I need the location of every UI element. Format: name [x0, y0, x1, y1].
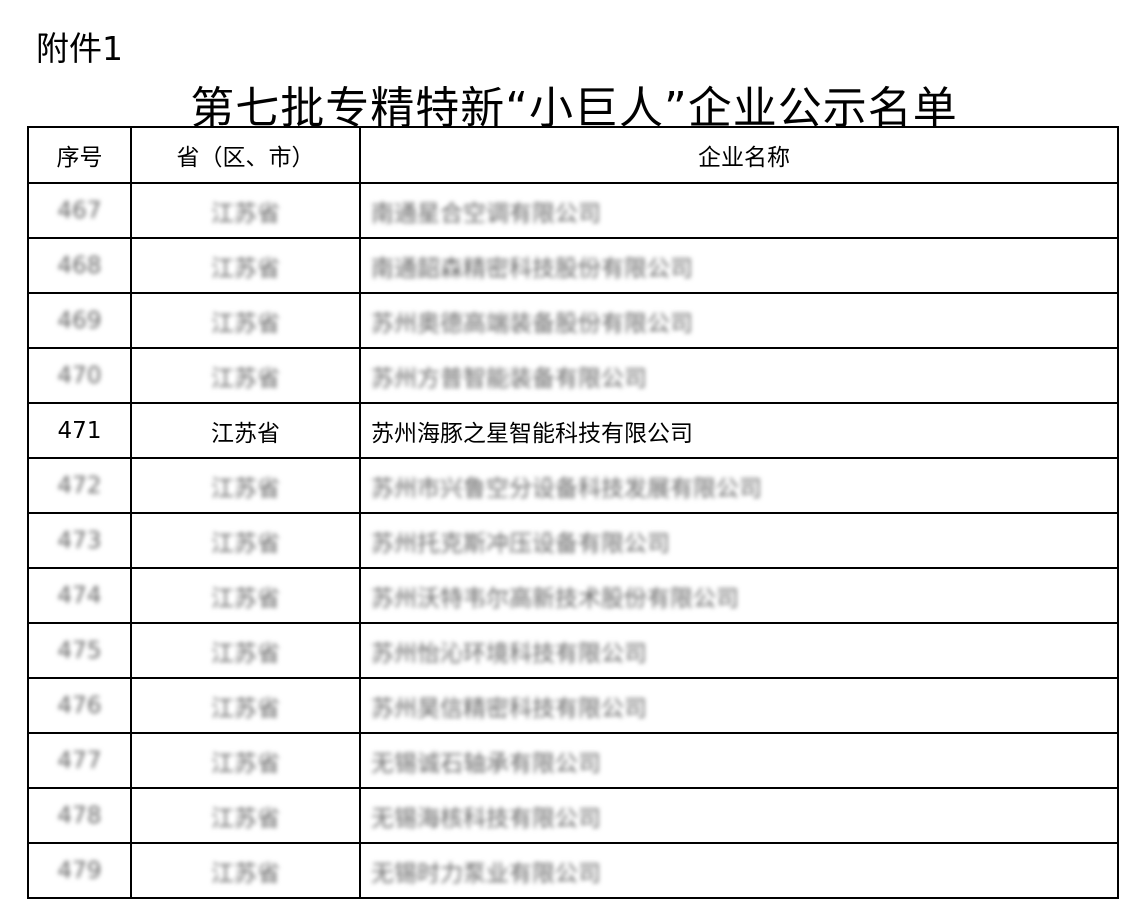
row-company: 苏州奥德高端装备股份有限公司 [359, 292, 1119, 349]
row-number-text: 475 [57, 637, 102, 664]
row-province-text: 江苏省 [211, 585, 280, 612]
row-province: 江苏省 [130, 567, 361, 624]
row-province: 江苏省 [130, 292, 361, 349]
row-province: 江苏省 [130, 677, 361, 734]
table-row: 478 江苏省 无锡海核科技有限公司 [27, 787, 1119, 844]
row-company-text: 苏州海豚之星智能科技有限公司 [371, 420, 693, 447]
row-number-text: 472 [57, 472, 102, 499]
table-row: 476 江苏省 苏州昊信精密科技有限公司 [27, 677, 1119, 734]
row-company-text: 苏州市兴鲁空分设备科技发展有限公司 [371, 475, 762, 502]
row-company: 苏州沃特韦尔高新技术股份有限公司 [359, 567, 1119, 624]
row-number-text: 479 [57, 857, 102, 884]
row-company-text: 苏州怡沁环境科技有限公司 [371, 640, 647, 667]
row-province-text: 江苏省 [211, 695, 280, 722]
row-number-text: 476 [57, 692, 102, 719]
row-number: 476 [27, 677, 132, 734]
row-province-text: 江苏省 [211, 530, 280, 557]
row-province: 江苏省 [130, 402, 361, 459]
row-number-text: 469 [57, 307, 102, 334]
table-row: 471 江苏省 苏州海豚之星智能科技有限公司 [27, 402, 1119, 459]
table-row: 477 江苏省 无锡诚石轴承有限公司 [27, 732, 1119, 789]
row-number-text: 474 [57, 582, 102, 609]
row-province: 江苏省 [130, 457, 361, 514]
row-company: 南通星合空调有限公司 [359, 182, 1119, 239]
row-province-text: 江苏省 [211, 420, 280, 447]
row-number: 470 [27, 347, 132, 404]
row-company-text: 无锡诚石轴承有限公司 [371, 750, 601, 777]
row-province-text: 江苏省 [211, 805, 280, 832]
row-company-text: 苏州奥德高端装备股份有限公司 [371, 310, 693, 337]
row-province: 江苏省 [130, 842, 361, 899]
row-number: 478 [27, 787, 132, 844]
table-row: 469 江苏省 苏州奥德高端装备股份有限公司 [27, 292, 1119, 349]
row-company: 苏州海豚之星智能科技有限公司 [359, 402, 1119, 459]
table-header-row: 序号 省（区、市） 企业名称 [27, 126, 1119, 184]
header-province: 省（区、市） [130, 126, 361, 184]
row-company-text: 苏州方普智能装备有限公司 [371, 365, 647, 392]
row-province-text: 江苏省 [211, 200, 280, 227]
row-number: 468 [27, 237, 132, 294]
row-number: 474 [27, 567, 132, 624]
company-list-table: 序号 省（区、市） 企业名称 467 江苏省 南通星合空调有限公司 468 江苏省 南通韶… [27, 126, 1119, 899]
row-number: 475 [27, 622, 132, 679]
row-province-text: 江苏省 [211, 860, 280, 887]
row-province: 江苏省 [130, 787, 361, 844]
row-province-text: 江苏省 [211, 255, 280, 282]
row-province-text: 江苏省 [211, 365, 280, 392]
header-number: 序号 [27, 126, 132, 184]
row-province-text: 江苏省 [211, 475, 280, 502]
row-province-text: 江苏省 [211, 750, 280, 777]
row-company: 苏州方普智能装备有限公司 [359, 347, 1119, 404]
row-number-text: 473 [57, 527, 102, 554]
header-company: 企业名称 [359, 126, 1119, 184]
row-province: 江苏省 [130, 512, 361, 569]
table-row: 468 江苏省 南通韶森精密科技股份有限公司 [27, 237, 1119, 294]
row-company-text: 苏州托克斯冲压设备有限公司 [371, 530, 670, 557]
row-company-text: 苏州沃特韦尔高新技术股份有限公司 [371, 585, 739, 612]
row-province-text: 江苏省 [211, 640, 280, 667]
row-number-text: 470 [57, 362, 102, 389]
row-company: 苏州昊信精密科技有限公司 [359, 677, 1119, 734]
row-province: 江苏省 [130, 622, 361, 679]
row-province: 江苏省 [130, 237, 361, 294]
row-company-text: 南通韶森精密科技股份有限公司 [371, 255, 693, 282]
table-row: 475 江苏省 苏州怡沁环境科技有限公司 [27, 622, 1119, 679]
row-number: 472 [27, 457, 132, 514]
table-row: 470 江苏省 苏州方普智能装备有限公司 [27, 347, 1119, 404]
row-company: 无锡诚石轴承有限公司 [359, 732, 1119, 789]
row-company-text: 无锡海核科技有限公司 [371, 805, 601, 832]
table-row: 473 江苏省 苏州托克斯冲压设备有限公司 [27, 512, 1119, 569]
table-row: 467 江苏省 南通星合空调有限公司 [27, 182, 1119, 239]
row-number-text: 477 [57, 747, 102, 774]
table-row: 479 江苏省 无锡时力泵业有限公司 [27, 842, 1119, 899]
row-number: 473 [27, 512, 132, 569]
row-province: 江苏省 [130, 732, 361, 789]
row-company-text: 无锡时力泵业有限公司 [371, 860, 601, 887]
row-company: 苏州怡沁环境科技有限公司 [359, 622, 1119, 679]
attachment-label: 附件1 [36, 29, 123, 68]
table-row: 474 江苏省 苏州沃特韦尔高新技术股份有限公司 [27, 567, 1119, 624]
row-number: 479 [27, 842, 132, 899]
row-number: 477 [27, 732, 132, 789]
row-company: 苏州市兴鲁空分设备科技发展有限公司 [359, 457, 1119, 514]
row-company: 苏州托克斯冲压设备有限公司 [359, 512, 1119, 569]
document-title: 第七批专精特新“小巨人”企业公示名单 [190, 83, 958, 134]
row-number-text: 467 [57, 197, 102, 224]
row-number: 471 [27, 402, 132, 459]
row-number-text: 471 [57, 417, 102, 444]
row-number-text: 468 [57, 252, 102, 279]
row-company: 南通韶森精密科技股份有限公司 [359, 237, 1119, 294]
row-company: 无锡时力泵业有限公司 [359, 842, 1119, 899]
row-number: 469 [27, 292, 132, 349]
row-number: 467 [27, 182, 132, 239]
table-row: 472 江苏省 苏州市兴鲁空分设备科技发展有限公司 [27, 457, 1119, 514]
row-number-text: 478 [57, 802, 102, 829]
row-company-text: 南通星合空调有限公司 [371, 200, 601, 227]
row-province: 江苏省 [130, 347, 361, 404]
row-province: 江苏省 [130, 182, 361, 239]
row-province-text: 江苏省 [211, 310, 280, 337]
row-company: 无锡海核科技有限公司 [359, 787, 1119, 844]
row-company-text: 苏州昊信精密科技有限公司 [371, 695, 647, 722]
